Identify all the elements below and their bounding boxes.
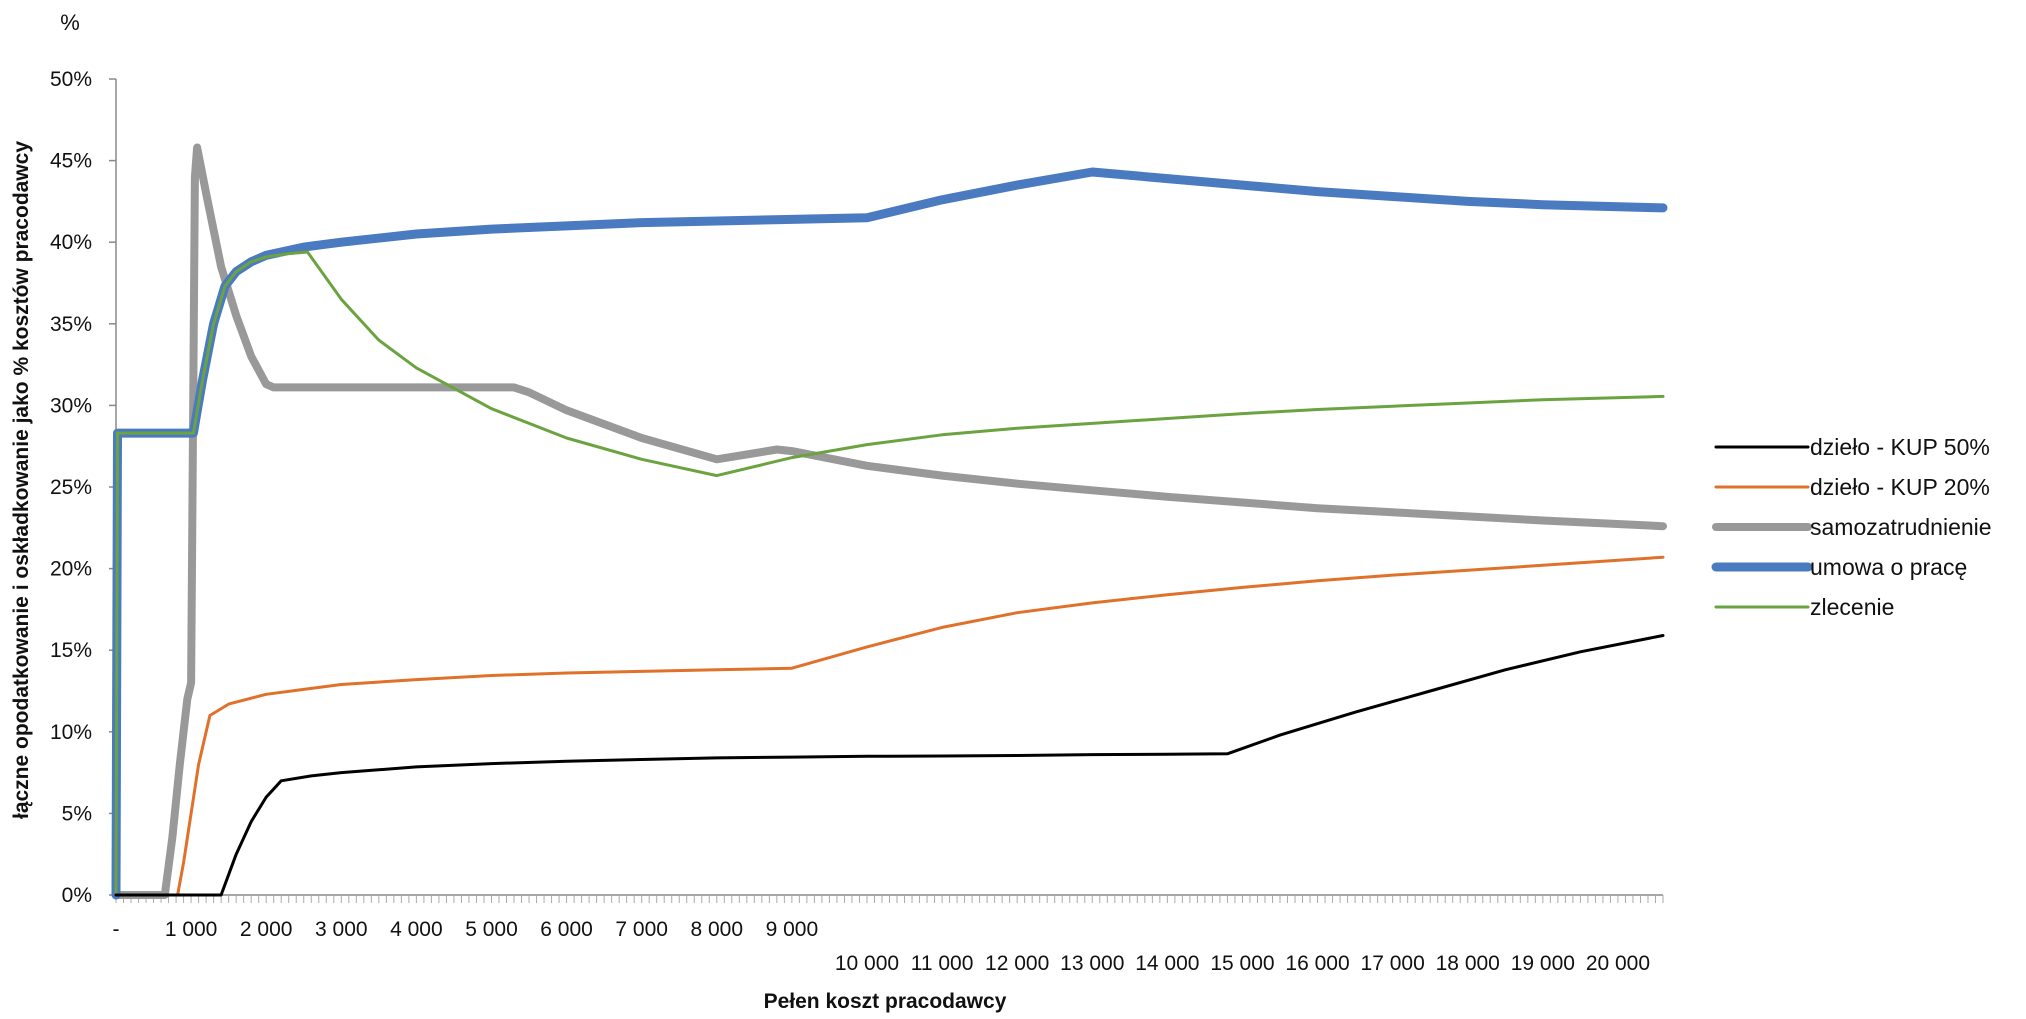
x-tick-label: 20 000 — [1586, 952, 1650, 975]
legend: dzieło - KUP 50% dzieło - KUP 20% samozatr… — [1711, 434, 1992, 620]
x-ticks: - 1 000 2 000 3 000 4 000 5 000 6 000 7 000 8 00… — [113, 895, 1664, 975]
series-line-0 — [114, 634, 1665, 897]
y-tick-label: 15% — [50, 639, 92, 662]
unit-label: % — [60, 10, 80, 35]
x-tick-label: - — [113, 918, 120, 941]
x-tick-label: 16 000 — [1285, 952, 1349, 975]
y-tick-label: 0% — [62, 884, 92, 907]
y-tick-label: 25% — [50, 476, 92, 499]
x-tick-label: 5 000 — [465, 918, 518, 941]
x-tick-label: 13 000 — [1060, 952, 1124, 975]
series-line-4 — [114, 250, 1665, 897]
series-line-1 — [114, 555, 1665, 897]
y-tick-label: 35% — [50, 313, 92, 336]
x-tick-label: 19 000 — [1511, 952, 1575, 975]
x-tick-label: 8 000 — [690, 918, 743, 941]
y-tick-label: 50% — [50, 68, 92, 91]
legend-label-0: dzieło - KUP 50% — [1810, 434, 1990, 460]
y-tick-label: 10% — [50, 721, 92, 744]
x-tick-label: 18 000 — [1436, 952, 1500, 975]
legend-label-3: umowa o pracę — [1810, 554, 1967, 580]
axes: 0% 5% 10% 15% 20% 25% 30% 35% 40% 45% 50% - 1 000 2 … — [50, 68, 1664, 975]
x-tick-label: 15 000 — [1210, 952, 1274, 975]
legend-label-4: zlecenie — [1810, 594, 1894, 620]
x-tick-label: 6 000 — [540, 918, 593, 941]
x-tick-label: 12 000 — [985, 952, 1049, 975]
legend-label-2: samozatrudnienie — [1810, 514, 1992, 540]
x-tick-label: 9 000 — [766, 918, 819, 941]
x-tick-label: 7 000 — [615, 918, 668, 941]
y-tick-label: 5% — [62, 802, 92, 825]
series-line-2 — [112, 143, 1667, 899]
series-layer — [111, 143, 1668, 900]
legend-label-1: dzieło - KUP 20% — [1810, 474, 1990, 500]
y-tick-label: 20% — [50, 558, 92, 581]
x-tick-label: 11 000 — [911, 952, 974, 975]
x-tick-label: 10 000 — [835, 952, 899, 975]
y-tick-label: 40% — [50, 231, 92, 254]
y-tick-label: 45% — [50, 150, 92, 173]
x-tick-label: 14 000 — [1135, 952, 1199, 975]
x-tick-label: 3 000 — [315, 918, 368, 941]
x-tick-label: 17 000 — [1361, 952, 1425, 975]
x-tick-label: 1 000 — [165, 918, 218, 941]
y-tick-label: 30% — [50, 394, 92, 417]
series-line-3 — [111, 167, 1668, 900]
y-axis-title: łączne opodatkowanie i oskładkowanie jak… — [10, 141, 33, 819]
x-tick-label: 4 000 — [390, 918, 443, 941]
x-axis-title: Pełen koszt pracodawcy — [764, 990, 1007, 1013]
y-ticks: 0% 5% 10% 15% 20% 25% 30% 35% 40% 45% 50% — [50, 68, 116, 907]
x-tick-label: 2 000 — [240, 918, 293, 941]
